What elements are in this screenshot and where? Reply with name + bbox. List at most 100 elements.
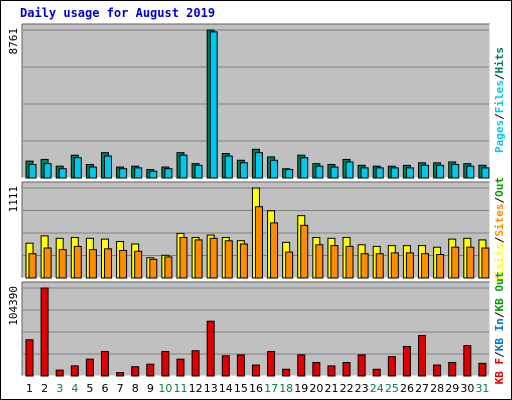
pages-files-hits-bar-files	[285, 169, 294, 179]
kbf-kbin-kbout-bar-kb-f	[70, 365, 79, 377]
kbf-kbin-kbout-bar-kb-f	[282, 368, 291, 377]
chart-title: Daily usage for August 2019	[20, 6, 216, 20]
pages-files-hits-bar-files	[360, 167, 369, 179]
kbf-kbin-kbout-legend-entry: KB In	[493, 318, 506, 351]
kbf-kbin-kbout-bar-kb-f	[267, 351, 276, 377]
pages-files-hits-bar-files	[254, 152, 263, 179]
visits-sites-bar-sites	[179, 236, 188, 279]
kbf-kbin-kbout-legend-entry: KB F	[493, 358, 506, 385]
day-label: 1	[26, 382, 33, 395]
pages-files-hits-bar-files	[239, 162, 248, 179]
kbf-kbin-kbout-bar-kb-f	[478, 362, 487, 377]
pages-files-hits-bar-files	[224, 155, 233, 179]
day-label: 2	[41, 382, 48, 395]
pages-files-hits-bar-files	[300, 157, 309, 179]
kbf-kbin-kbout-bar-kb-f	[433, 364, 442, 377]
kbf-kbin-kbout-legend: KB F/KB In/KB Out	[493, 272, 506, 385]
visits-sites-bar-sites	[466, 246, 475, 279]
day-label: 18	[279, 382, 293, 395]
kbf-kbin-kbout-legend-entry: /	[493, 351, 506, 358]
pages-files-hits-bar-files	[28, 163, 37, 179]
visits-sites-bar-sites	[436, 254, 445, 279]
pages-files-hits-bar-files	[405, 167, 414, 179]
kbf-kbin-kbout-bar-kb-f	[191, 350, 200, 377]
pages-files-hits-bar-files	[58, 168, 67, 179]
visits-sites-bar-sites	[73, 245, 82, 279]
visits-sites-bar-sites	[375, 253, 384, 279]
visits-sites-bar-sites	[43, 247, 52, 279]
pages-files-hits-legend-entry: Pages	[493, 120, 506, 153]
day-label: 23	[355, 382, 369, 395]
pages-files-hits-bar-files	[73, 157, 82, 179]
visits-sites-bar-sites	[134, 250, 143, 279]
kbf-kbin-kbout-bar-kb-f	[55, 369, 64, 377]
kbf-kbin-kbout-bar-kb-f	[418, 335, 427, 377]
visits-sites-bar-sites	[119, 249, 128, 279]
day-label: 30	[460, 382, 474, 395]
pages-files-hits-legend-entry: /	[493, 73, 506, 80]
day-label: 26	[400, 382, 414, 395]
day-label: 3	[56, 382, 63, 395]
kbf-kbin-kbout-legend-entry: /	[493, 311, 506, 318]
kbf-kbin-kbout-bar-kb-f	[176, 358, 185, 377]
pages-files-hits-bar-files	[330, 166, 339, 179]
visits-sites-bar-sites	[209, 237, 218, 279]
day-label: 12	[189, 382, 203, 395]
day-label: 15	[234, 382, 248, 395]
visits-sites-legend-entry: /	[493, 197, 506, 204]
pages-files-hits-bar-files	[345, 161, 354, 179]
kbf-kbin-kbout-bar-kb-f	[221, 355, 230, 377]
pages-files-hits-bar-files	[436, 164, 445, 179]
pages-files-hits-legend: Pages/Files/Hits	[493, 47, 506, 153]
kbf-kbin-kbout-bar-kb-f	[297, 354, 306, 377]
day-label: 20	[309, 382, 323, 395]
kbf-kbin-kbout-bar-kb-f	[463, 345, 472, 377]
visits-sites-legend-entry: Visits	[493, 243, 506, 283]
visits-sites-bar-sites	[224, 240, 233, 279]
day-label: 19	[294, 382, 308, 395]
pages-files-hits-bar-files	[421, 164, 430, 179]
day-label: 27	[415, 382, 429, 395]
pages-files-hits-bar-files	[103, 155, 112, 179]
visits-sites-bar-sites	[149, 258, 158, 279]
kbf-kbin-kbout-bar-kb-f	[100, 351, 109, 377]
pages-files-hits-bar-files	[466, 165, 475, 179]
day-label: 6	[102, 382, 109, 395]
pages-files-hits-bar-files	[481, 167, 490, 179]
day-label: 11	[174, 382, 188, 395]
visits-sites-legend: Visits/Sites/Out	[493, 177, 506, 283]
visits-sites-bar-sites	[164, 256, 173, 279]
day-label: 9	[147, 382, 154, 395]
kbf-kbin-kbout-bar-kb-f	[25, 339, 34, 377]
kbf-kbin-kbout-bar-kb-f	[85, 358, 94, 377]
day-label: 28	[430, 382, 444, 395]
kbf-kbin-kbout-bar-kb-f	[161, 351, 170, 377]
day-label: 16	[249, 382, 263, 395]
visits-sites-bar-sites	[421, 253, 430, 279]
visits-sites-ymax-label: 1111	[7, 186, 20, 213]
visits-sites-legend-entry: /	[493, 236, 506, 243]
visits-sites-bar-sites	[451, 246, 460, 279]
visits-sites-bar-sites	[28, 253, 37, 279]
kbf-kbin-kbout-bar-kb-f	[357, 354, 366, 377]
visits-sites-bar-sites	[239, 243, 248, 279]
kbf-kbin-kbout-bar-kb-f	[312, 362, 321, 377]
day-label: 14	[219, 382, 233, 395]
visits-sites-bar-sites	[270, 222, 279, 279]
visits-sites-legend-entry: Out	[493, 177, 506, 197]
kbf-kbin-kbout-bar-kb-f	[40, 287, 49, 377]
day-label: 5	[86, 382, 93, 395]
visits-sites-bar-sites	[360, 253, 369, 279]
pages-files-hits-bar-files	[164, 168, 173, 179]
kbf-kbin-kbout-bar-kb-f	[342, 362, 351, 377]
visits-sites-bar-sites	[88, 249, 97, 279]
pages-files-hits-legend-entry: /	[493, 113, 506, 120]
visits-sites-bar-sites	[390, 252, 399, 279]
kbf-kbin-kbout-bar-kb-f	[206, 320, 215, 377]
visits-sites-bar-sites	[481, 247, 490, 279]
kbf-kbin-kbout-bar-kb-f	[236, 354, 245, 377]
visits-sites-bar-sites	[285, 251, 294, 279]
day-label: 13	[204, 382, 218, 395]
visits-sites-bar-sites	[330, 245, 339, 279]
